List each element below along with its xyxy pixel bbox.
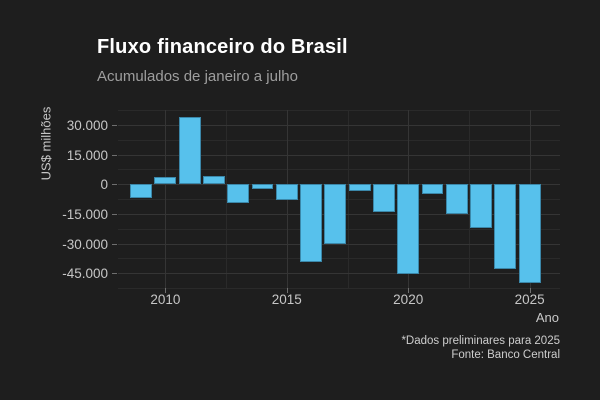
x-tick-label: 2015 xyxy=(271,292,302,307)
y-tick-label: -45.000 xyxy=(62,266,108,282)
y-tick-mark xyxy=(112,273,117,275)
y-tick-mark xyxy=(112,213,117,215)
bar-2020 xyxy=(397,184,420,275)
x-tick-mark xyxy=(286,288,288,293)
gridline-x-major xyxy=(165,110,167,288)
bar-2025 xyxy=(518,184,541,284)
chart-subtitle: Acumulados de janeiro a julho xyxy=(97,68,298,85)
x-tick-label: 2020 xyxy=(393,292,424,307)
y-tick-mark xyxy=(112,184,117,186)
gridline-y-minor xyxy=(118,258,560,260)
chart-caption: *Dados preliminares para 2025 Fonte: Ban… xyxy=(401,334,560,362)
bar-2021 xyxy=(421,184,444,195)
gridline-y-minor xyxy=(118,139,560,141)
bar-2012 xyxy=(203,175,225,185)
bar-2017 xyxy=(324,184,347,245)
bar-2011 xyxy=(178,116,201,185)
bar-2015 xyxy=(275,184,298,200)
bar-2010 xyxy=(154,176,177,185)
bar-2024 xyxy=(494,184,517,270)
bar-2018 xyxy=(348,184,371,192)
gridline-y-major xyxy=(118,273,560,275)
y-tick-mark xyxy=(112,243,117,245)
x-tick-mark xyxy=(408,288,410,293)
bar-2019 xyxy=(373,184,395,212)
gridline-x-minor xyxy=(347,110,349,288)
y-tick-label: 0 xyxy=(100,177,108,193)
gridline-y-minor xyxy=(118,288,560,289)
caption-line-2: Fonte: Banco Central xyxy=(451,349,560,361)
y-tick-label: 30.000 xyxy=(66,117,108,133)
x-tick-mark xyxy=(529,288,531,293)
x-axis-title: Ano xyxy=(535,310,559,325)
bar-2014 xyxy=(251,184,274,190)
y-tick-label: 15.000 xyxy=(66,147,108,163)
gridline-x-minor xyxy=(226,110,228,288)
gridline-y-minor xyxy=(118,169,560,171)
bar-2013 xyxy=(227,184,250,203)
y-tick-mark xyxy=(112,154,117,156)
bar-2009 xyxy=(130,184,152,198)
y-tick-label: -30.000 xyxy=(62,236,108,252)
bar-2022 xyxy=(445,184,468,215)
gridline-y-major xyxy=(118,124,560,126)
x-tick-label: 2025 xyxy=(514,292,545,307)
x-tick-label: 2010 xyxy=(150,292,181,307)
y-tick-label: -15.000 xyxy=(62,206,108,222)
gridline-y-major xyxy=(118,154,560,156)
gridline-x-minor xyxy=(468,110,470,288)
caption-line-1: *Dados preliminares para 2025 xyxy=(401,335,560,347)
x-tick-mark xyxy=(165,288,167,293)
bar-2023 xyxy=(470,184,492,229)
y-axis-title: US$ milhões xyxy=(38,106,54,181)
plot-panel xyxy=(118,110,560,289)
chart-title: Fluxo financeiro do Brasil xyxy=(97,36,348,58)
gridline-y-minor xyxy=(118,110,560,111)
y-tick-mark xyxy=(112,124,117,126)
bar-2016 xyxy=(300,184,322,263)
